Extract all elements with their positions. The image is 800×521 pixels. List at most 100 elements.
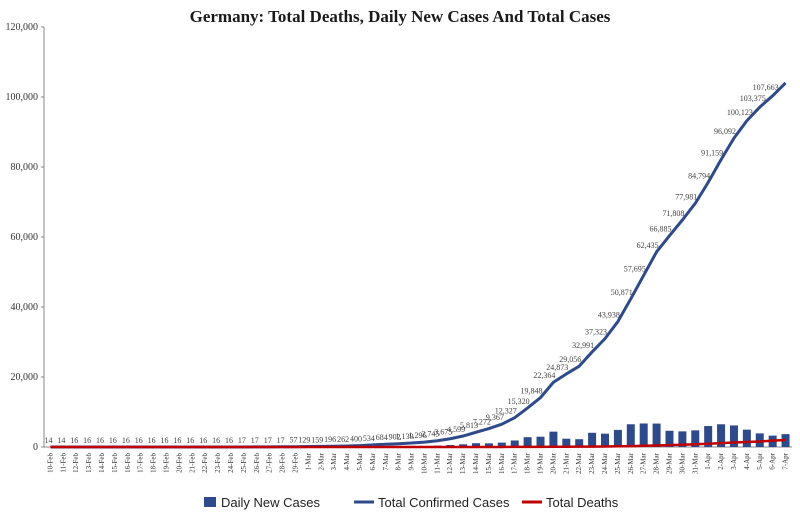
total-cases-data-label: 16 <box>212 436 220 445</box>
total-cases-data-label: 107,663 <box>753 83 779 92</box>
total-cases-data-label: 16 <box>161 436 169 445</box>
x-tick-label: 3-Apr <box>730 452 738 469</box>
x-tick-label: 3-Mar <box>330 452 338 470</box>
total-cases-data-label: 3,675 <box>434 428 452 437</box>
x-tick-label: 2-Apr <box>717 452 725 469</box>
x-tick-label: 12-Mar <box>446 452 454 474</box>
y-tick-label: 100,000 <box>6 92 39 103</box>
x-tick-label: 26-Feb <box>253 453 261 473</box>
x-tick-label: 16-Feb <box>124 453 132 473</box>
x-tick-label: 8-Mar <box>395 452 403 470</box>
daily-new-cases-bar <box>691 430 700 447</box>
total-cases-data-label: 16 <box>199 436 207 445</box>
daily-new-cases-bar <box>742 429 751 447</box>
total-cases-data-label: 103,375 <box>740 94 766 103</box>
x-tick-label: 26-Mar <box>627 452 635 474</box>
axes: 0 20,000 40,000 60,000 80,000 100,000 120,000 1… <box>6 22 792 474</box>
total-cases-data-label: 84,794 <box>688 171 710 180</box>
total-cases-data-label: 262 <box>337 435 349 444</box>
x-tick-label: 24-Mar <box>601 452 609 474</box>
daily-new-cases-bar <box>575 439 584 447</box>
x-tick-label: 18-Mar <box>524 452 532 474</box>
total-cases-data-label: 17 <box>277 436 285 445</box>
x-tick-label: 31-Mar <box>691 452 699 474</box>
total-deaths-line <box>50 438 786 449</box>
x-tick-label: 16-Mar <box>498 452 506 474</box>
total-cases-data-label: 43,938 <box>598 311 620 320</box>
total-cases-data-label: 9,367 <box>486 413 504 422</box>
x-tick-label: 30-Mar <box>678 452 686 474</box>
chart-title: Germany: Total Deaths, Daily New Cases A… <box>190 7 611 26</box>
x-tick-label: 19-Feb <box>163 453 171 473</box>
x-tick-label: 23-Mar <box>588 452 596 474</box>
series-lines <box>50 81 787 449</box>
legend-label-total-deaths: Total Deaths <box>546 495 619 510</box>
total-cases-data-label: 400 <box>350 435 362 444</box>
total-cases-data-label: 96,092 <box>714 127 736 136</box>
total-cases-data-label: 159 <box>311 435 323 444</box>
x-tick-label: 22-Feb <box>201 453 209 473</box>
total-cases-data-label: 100,123 <box>727 108 753 117</box>
total-cases-data-label: 684 <box>376 433 388 442</box>
x-tick-label: 15-Feb <box>111 453 119 473</box>
x-tick-label: 6-Mar <box>369 452 377 470</box>
total-cases-data-label: 91,159 <box>701 149 723 158</box>
daily-new-cases-bar <box>549 431 558 447</box>
total-cases-data-label: 29,056 <box>559 355 581 364</box>
daily-new-cases-bar <box>626 424 635 447</box>
total-cases-data-label: 57,695 <box>624 264 646 273</box>
total-cases-data-label: 17 <box>251 436 259 445</box>
total-cases-data-label: 16 <box>109 436 117 445</box>
total-cases-data-label: 17 <box>238 436 246 445</box>
daily-new-cases-bar <box>652 423 661 447</box>
total-cases-data-label: 22,364 <box>533 371 555 380</box>
total-cases-data-label: 32,991 <box>572 341 594 350</box>
total-cases-data-label: 16 <box>122 436 130 445</box>
total-cases-data-label: 66,885 <box>649 225 671 234</box>
daily-new-cases-bar <box>562 438 571 447</box>
legend: Daily New Cases Total Confirmed Cases To… <box>204 495 619 510</box>
daily-new-cases-bar <box>536 436 545 447</box>
total-cases-data-label: 16 <box>173 436 181 445</box>
daily-new-cases-bar <box>472 443 481 447</box>
x-tick-label: 13-Feb <box>85 453 93 473</box>
daily-new-cases-bar <box>601 433 609 447</box>
total-cases-data-label: 16 <box>225 436 233 445</box>
total-cases-data-label: 534 <box>363 434 375 443</box>
x-tick-label: 1-Mar <box>304 452 312 470</box>
daily-new-cases-bar <box>639 423 648 447</box>
total-cases-data-label: 16 <box>135 436 143 445</box>
x-tick-label: 10-Mar <box>420 452 428 474</box>
total-cases-data-label: 902 <box>389 433 401 442</box>
x-tick-label: 5-Apr <box>756 452 764 469</box>
x-tick-label: 24-Feb <box>227 453 235 473</box>
daily-new-cases-bar <box>613 429 622 447</box>
total-cases-data-label: 62,435 <box>637 241 659 250</box>
total-cases-data-label: 7,272 <box>473 418 491 427</box>
total-cases-data-label: 15,320 <box>508 397 530 406</box>
x-tick-label: 11-Mar <box>433 452 441 473</box>
y-tick-label: 0 <box>33 442 38 453</box>
daily-new-cases-bar <box>588 432 597 447</box>
x-tick-label: 20-Mar <box>549 452 557 474</box>
x-tick-label: 29-Mar <box>665 452 673 474</box>
x-tick-label: 4-Mar <box>343 452 351 470</box>
x-tick-label: 25-Feb <box>240 453 248 473</box>
total-cases-data-label: 1,296 <box>408 431 426 440</box>
x-tick-label: 17-Mar <box>511 452 519 474</box>
y-tick-label: 120,000 <box>6 22 39 33</box>
data-labels: 14 14 16 16 16 16 16 16 16 16 16 16 16 16 16 17 17 17 17 57… <box>44 83 778 445</box>
x-tick-label: 21-Feb <box>188 453 196 473</box>
x-tick-label: 15-Mar <box>485 452 493 474</box>
x-tick-label: 14-Feb <box>98 453 106 473</box>
daily-new-cases-bar <box>704 426 713 447</box>
total-cases-data-label: 16 <box>186 436 194 445</box>
daily-new-cases-bar <box>484 443 493 447</box>
x-tick-label: 28-Feb <box>279 453 287 473</box>
x-tick-label: 5-Mar <box>356 452 364 470</box>
total-cases-data-label: 24,873 <box>546 363 568 372</box>
daily-new-cases-bar <box>755 433 764 447</box>
total-cases-data-label: 57 <box>289 436 297 445</box>
total-cases-data-label: 5,813 <box>460 421 478 430</box>
total-cases-data-label: 77,981 <box>675 192 697 201</box>
